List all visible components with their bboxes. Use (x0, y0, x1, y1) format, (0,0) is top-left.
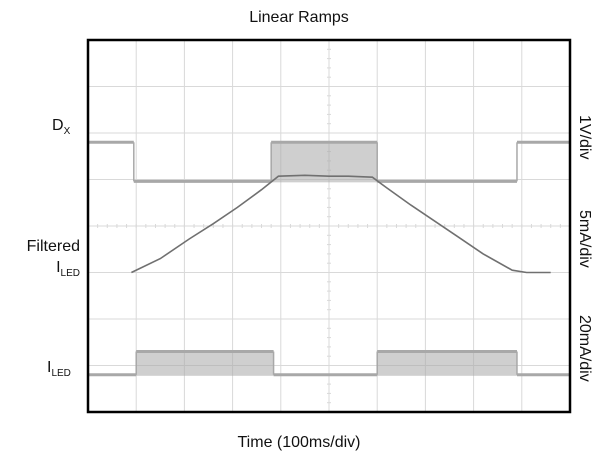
trace-2-line (131, 174, 551, 274)
trace-3-label-sub: LED (51, 368, 71, 379)
trace-1-label-main: D (52, 117, 64, 134)
trace-3-fill (136, 350, 274, 376)
trace-1-label: DX (52, 117, 71, 137)
trace-3-label: ILED (47, 359, 71, 379)
plot-frame (86, 38, 572, 414)
trace-1-label-sub: X (63, 126, 71, 137)
trace-2-label-sub-main: I (56, 259, 61, 276)
x-axis-label: Time (100ms/div) (237, 434, 361, 451)
trace-2-label-main: Filtered (26, 238, 80, 255)
trace-3-label-main: I (47, 359, 52, 376)
trace-3-fill (377, 350, 517, 376)
chart-title: Linear Ramps (249, 9, 349, 26)
trace-2-label-sub: LED (60, 268, 80, 279)
trace-2-label: Filtered ILED (8, 238, 80, 279)
